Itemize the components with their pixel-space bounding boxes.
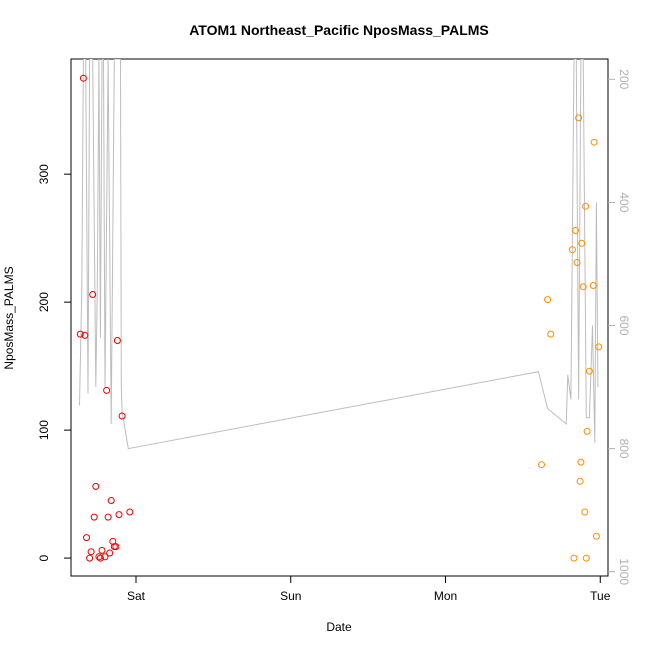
y-tick-label: 200 — [37, 292, 51, 312]
series-2-point-0 — [538, 461, 545, 469]
series-2-point-2 — [547, 330, 555, 338]
series-1-point-4 — [86, 554, 94, 562]
series-2-point-14 — [582, 554, 590, 562]
series-2-point-17 — [589, 282, 597, 289]
series-2-point-12 — [581, 508, 589, 516]
series-2-point-13 — [582, 202, 590, 210]
series-2-point-4 — [570, 554, 578, 562]
series-2-point-9 — [577, 458, 585, 466]
series-1-point-16 — [107, 497, 115, 504]
series-2-point-5 — [572, 227, 579, 234]
series-2-point-7 — [575, 114, 583, 122]
y-tick-label: 300 — [37, 164, 51, 184]
series-1-point-15 — [106, 549, 114, 557]
series-2-point-11 — [579, 283, 587, 291]
y2-tick-label: 600 — [617, 315, 631, 335]
series-points-layer — [76, 74, 603, 562]
y2-tick-label: 200 — [617, 69, 631, 89]
series-1-point-20 — [113, 337, 121, 344]
series-1-point-21 — [115, 511, 123, 519]
y-axis: 0 100 200 300 — [37, 164, 71, 561]
y-axis-label: NposMass_PALMS — [2, 266, 16, 369]
series-1-point-14 — [104, 513, 112, 521]
series-2-point-1 — [544, 296, 552, 304]
x-tick-label: Mon — [434, 589, 457, 603]
x-axis: Sat Sun Mon Tue — [127, 576, 611, 603]
plot-frame — [70, 58, 609, 577]
series-2-point-16 — [585, 367, 593, 375]
series-2-point-8 — [576, 477, 584, 485]
series-2-point-19 — [592, 532, 600, 540]
x-axis-label: Date — [326, 620, 352, 634]
series-1-point-13 — [103, 386, 111, 394]
series-2-point-6 — [573, 259, 581, 266]
series-1-point-3 — [83, 534, 90, 542]
series-2-point-18 — [590, 138, 598, 146]
series-1-point-2 — [81, 331, 89, 339]
y2-tick-label: 400 — [617, 192, 631, 212]
y-tick-label: 0 — [37, 554, 51, 561]
series-2-point-20 — [595, 343, 603, 351]
x-tick-label: Tue — [590, 589, 611, 603]
series-1-point-19 — [112, 543, 120, 551]
series-1-point-12 — [101, 553, 109, 561]
y2-tick-label: 1000 — [617, 558, 631, 585]
series-2-point-10 — [578, 239, 586, 247]
series-1-point-7 — [90, 513, 98, 521]
x-tick-label: Sun — [280, 589, 301, 603]
series-1-point-23 — [126, 508, 134, 516]
series-line — [79, 59, 599, 450]
y2-tick-label: 800 — [617, 439, 631, 459]
series-1-point-10 — [96, 554, 104, 562]
series-1-point-0 — [76, 330, 84, 338]
series-1-point-1 — [79, 74, 87, 82]
series-1-point-11 — [98, 546, 106, 554]
y-axis-right: 200 400 600 800 1000 — [608, 69, 631, 585]
x-tick-label: Sat — [127, 589, 146, 603]
series-1-point-5 — [87, 548, 95, 556]
chart-title: ATOM1 Northeast_Pacific NposMass_PALMS — [189, 22, 489, 38]
series-1-point-8 — [92, 482, 100, 490]
series-2-point-15 — [583, 427, 591, 435]
series-1-point-6 — [89, 291, 97, 298]
series-line-layer — [79, 59, 599, 450]
series-1-point-22 — [118, 412, 126, 420]
series-2-point-3 — [568, 246, 576, 254]
y-tick-label: 100 — [37, 420, 51, 440]
